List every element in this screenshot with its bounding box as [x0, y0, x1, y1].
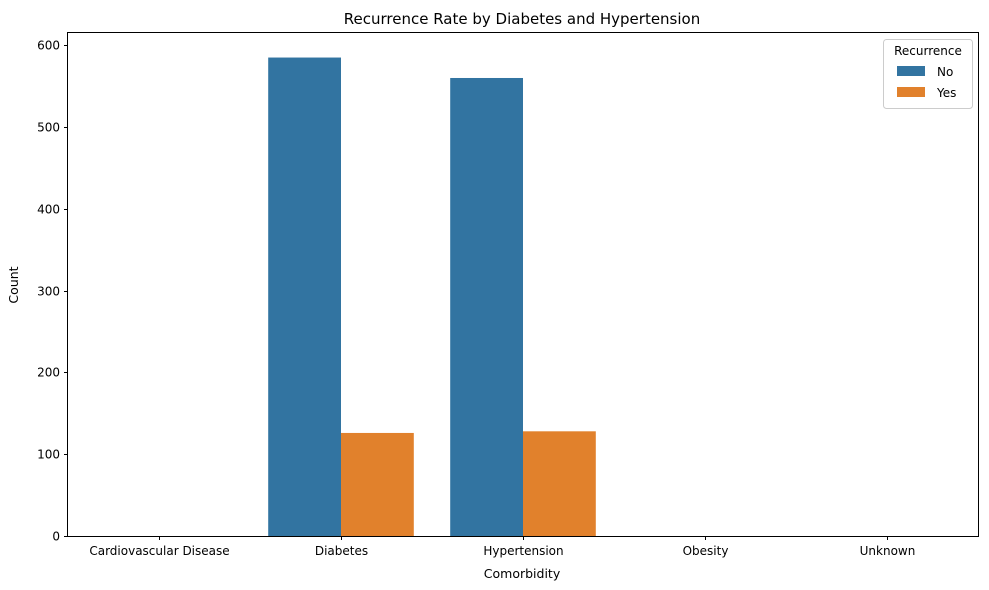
- legend-title: Recurrence: [894, 44, 962, 58]
- x-axis-title: Comorbidity: [484, 566, 561, 581]
- legend-label-no: No: [937, 65, 953, 79]
- x-tick-label: Obesity: [683, 544, 729, 558]
- x-tick-label: Cardiovascular Disease: [89, 544, 229, 558]
- bar-no: [450, 77, 523, 537]
- y-tick-label: 500: [37, 121, 60, 135]
- x-axis-ticks: Cardiovascular Disease Diabetes Hypertensi…: [89, 536, 915, 558]
- y-axis-title: Count: [6, 266, 21, 303]
- chart-title: Recurrence Rate by Diabetes and Hyperten…: [344, 10, 700, 28]
- legend-swatch-no: [897, 66, 925, 76]
- bar-yes: [341, 432, 414, 536]
- legend-swatch-yes: [897, 87, 925, 97]
- y-tick-label: 100: [37, 448, 60, 462]
- y-tick-label: 200: [37, 366, 60, 380]
- y-tick-label: 600: [37, 39, 60, 53]
- y-tick-label: 400: [37, 203, 60, 217]
- legend-label-yes: Yes: [936, 86, 956, 100]
- y-tick-label: 300: [37, 285, 60, 299]
- plot-frame: [67, 32, 979, 537]
- x-tick-label: Hypertension: [483, 544, 563, 558]
- bars: [268, 57, 596, 537]
- x-tick-label: Diabetes: [315, 544, 368, 558]
- x-tick-label: Unknown: [860, 544, 916, 558]
- bar-yes: [523, 431, 596, 536]
- bar-no: [268, 57, 341, 536]
- legend: Recurrence No Yes: [883, 39, 973, 109]
- y-tick-label: 0: [52, 530, 60, 544]
- y-axis-ticks: 0 100 200 300 400 500 600: [37, 39, 68, 544]
